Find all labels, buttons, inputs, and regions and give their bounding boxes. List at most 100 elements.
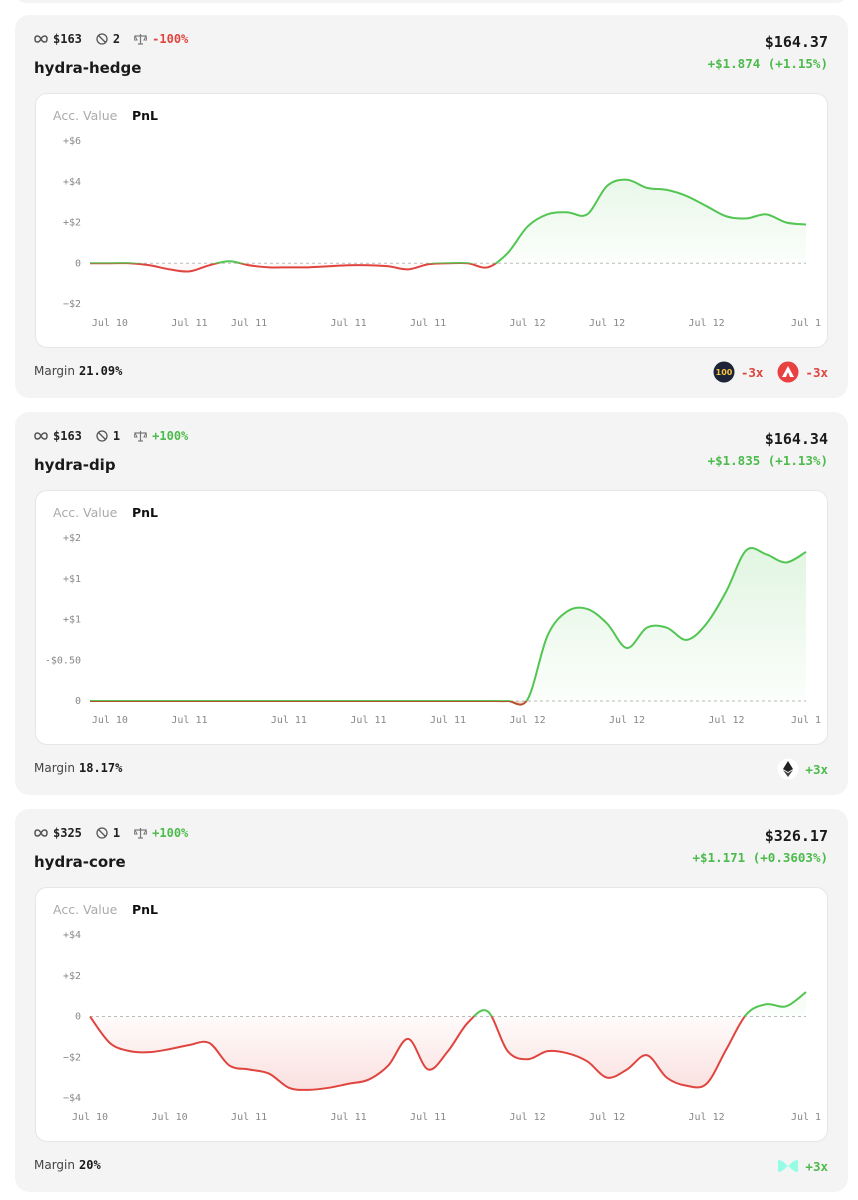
x-tick-label: Jul 12: [708, 715, 744, 726]
margin-label: Margin: [34, 364, 75, 378]
y-tick-label: 0: [75, 696, 81, 707]
strategy-card: $163 1 +100% hydra-dip $164.34 +$1.835 (+1.13…: [15, 412, 848, 795]
tab[interactable]: Acc. Value: [53, 108, 118, 123]
margin: Margin 21.09%: [34, 364, 122, 378]
x-tick-label: Jul 11: [271, 715, 307, 726]
y-tick-label: +$2: [63, 218, 81, 229]
x-tick-label: Jul 11: [231, 318, 267, 329]
allocation: +100%: [152, 826, 189, 840]
x-tick-label: Jul 1: [791, 318, 821, 329]
account-value: $326.17: [764, 827, 828, 845]
tab[interactable]: Acc. Value: [53, 902, 118, 917]
margin-label: Margin: [34, 761, 75, 775]
leverage: +3x: [805, 1158, 828, 1174]
x-tick-label: Jul 10: [92, 715, 128, 726]
pnl-change: +$1.835 (+1.13%): [707, 453, 828, 468]
icon-text: 100: [715, 368, 732, 377]
x-tick-label: Jul 10: [92, 318, 128, 329]
margin-value: 20%: [79, 1158, 101, 1172]
position: 100 -3x: [713, 361, 764, 383]
scale-icon: [134, 34, 148, 45]
y-tick-label: 0: [75, 258, 81, 269]
pnl-chart: +$4 +$2 0 −$2 −$4 Jul 10 Jul 10 Jul 11 Jul 11 Jul…: [63, 930, 821, 1123]
pnl-line: [89, 178, 807, 273]
pnl-line: [89, 547, 807, 706]
stats-row: $325 1 +100%: [34, 826, 202, 840]
pnl-chart: +$6 +$4 +$2 0 −$2 Jul 10 Jul 11 Jul 11 Jul 11 Jul…: [63, 136, 821, 329]
pnl-area: [90, 547, 806, 705]
leverage: -3x: [805, 364, 828, 380]
tab-active[interactable]: PnL: [132, 108, 159, 123]
infinity-icon: [34, 35, 48, 43]
capital: $163: [53, 32, 82, 46]
stats-row: $163 1 +100%: [34, 429, 202, 443]
scale-icon: [134, 828, 148, 839]
strategy-name: hydra-core: [34, 853, 126, 871]
position: -3x: [777, 361, 828, 383]
pnl-change: +$1.874 (+1.15%): [707, 56, 828, 71]
stats-row: $163 2 -100%: [34, 32, 202, 46]
pnl-change: +$1.171 (+0.3603%): [692, 850, 828, 865]
y-tick-label: +$4: [63, 930, 81, 941]
asset-icon: [777, 361, 799, 383]
x-tick-label: Jul 12: [509, 318, 545, 329]
y-tick-label: −$4: [63, 1093, 81, 1104]
x-tick-label: Jul 11: [430, 715, 466, 726]
count-icon: [96, 33, 108, 45]
infinity-icon: [34, 432, 48, 440]
capital: $325: [53, 826, 82, 840]
y-tick-label: +$2: [63, 971, 81, 982]
count: 1: [112, 826, 121, 840]
asset-icon: [777, 758, 799, 780]
x-tick-label: Jul 11: [231, 1112, 267, 1123]
x-tick-label: Jul 11: [410, 318, 446, 329]
pnl-area: [90, 179, 806, 272]
count-icon: [96, 430, 108, 442]
allocation: -100%: [152, 32, 189, 46]
count: 2: [112, 32, 121, 46]
tab-active[interactable]: PnL: [132, 902, 159, 917]
positions: 100 -3x -3x: [699, 361, 828, 383]
margin: Margin 20%: [34, 1158, 101, 1172]
x-tick-label: Jul 11: [350, 715, 386, 726]
margin-value: 21.09%: [79, 364, 123, 378]
y-tick-label: +$1: [63, 615, 81, 626]
account-value: $164.34: [764, 430, 828, 448]
count-icon: [96, 827, 108, 839]
x-tick-label: Jul 12: [509, 715, 545, 726]
chart-panel: Acc. Value PnL +$6 +$4 +$2 0 −$2 Jul 10 Jul 11 Ju…: [35, 93, 828, 348]
asset-icon: [778, 1160, 799, 1172]
strategy-card: $325 1 +100% hydra-core $326.17 +$1.171 (+0.3…: [15, 809, 848, 1192]
y-tick-label: −$2: [63, 299, 81, 310]
count: 1: [112, 429, 121, 443]
pnl-line: [89, 991, 807, 1091]
x-tick-label: Jul 12: [688, 1112, 724, 1123]
tab-active[interactable]: PnL: [132, 505, 159, 520]
x-tick-label: Jul 11: [171, 715, 207, 726]
pnl-area: [90, 992, 806, 1090]
leverage: +3x: [805, 761, 828, 777]
strategy-card: $163 2 -100% hydra-hedge $164.37 +$1.874 (+1.…: [15, 15, 848, 398]
y-tick-label: 0: [75, 1012, 81, 1023]
x-tick-label: Jul 12: [509, 1112, 545, 1123]
margin: Margin 18.17%: [34, 761, 122, 775]
tab[interactable]: Acc. Value: [53, 505, 118, 520]
strategy-name: hydra-hedge: [34, 59, 142, 77]
x-tick-label: Jul 12: [609, 715, 645, 726]
position: +3x: [777, 758, 828, 780]
pnl-chart: +$2 +$1 +$1 -$0.50 0 Jul 10 Jul 11 Jul 11 Jul 11…: [45, 533, 821, 726]
x-tick-label: Jul 11: [330, 1112, 366, 1123]
x-tick-label: Jul 10: [151, 1112, 187, 1123]
asset-icon: 100: [713, 361, 735, 383]
y-tick-label: −$2: [63, 1052, 81, 1063]
x-tick-label: Jul 1: [791, 715, 821, 726]
x-tick-label: Jul 12: [688, 318, 724, 329]
x-tick-label: Jul 10: [72, 1112, 108, 1123]
y-tick-label: -$0.50: [45, 655, 81, 666]
leverage: -3x: [740, 364, 764, 380]
strategy-name: hydra-dip: [34, 456, 116, 474]
chart-panel: Acc. Value PnL +$4 +$2 0 −$2 −$4 Jul 10 Jul 10 Ju…: [35, 887, 828, 1142]
x-tick-label: Jul 11: [171, 318, 207, 329]
x-tick-label: Jul 11: [410, 1112, 446, 1123]
